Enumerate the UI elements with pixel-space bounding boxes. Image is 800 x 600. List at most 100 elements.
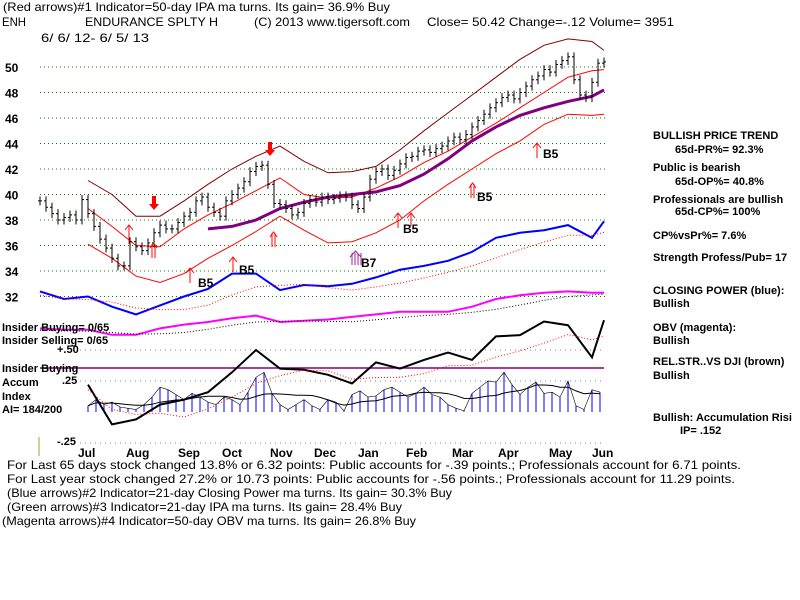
- price-bar: [482, 109, 486, 126]
- price-bar: [338, 191, 342, 203]
- y-tick-label: 42: [5, 163, 19, 177]
- red-up-arrow-icon: [149, 242, 158, 258]
- price-bar: [188, 207, 192, 221]
- price-bar: [206, 192, 210, 212]
- red-down-arrow-icon: [149, 196, 159, 210]
- index-label: Index: [2, 391, 32, 403]
- series-lines: [39, 38, 605, 426]
- signal-b5: B5: [239, 263, 255, 277]
- price-bar: [122, 261, 126, 271]
- price-bar: [218, 207, 222, 221]
- price-bar: [266, 160, 270, 189]
- price-bar: [50, 202, 54, 219]
- signal-b5: B5: [477, 190, 493, 204]
- accum-label: Bullish: Accumulation Risi: [653, 412, 792, 424]
- closing-power-state: Bullish: [653, 298, 690, 310]
- price-bar: [446, 136, 450, 151]
- price-bar: [296, 207, 300, 220]
- price-bar: [146, 238, 150, 256]
- x-tick-label: Apr: [498, 446, 519, 460]
- accum-label: Accum: [2, 377, 39, 389]
- obv-ma-line: [39, 293, 605, 335]
- price-bar: [80, 195, 84, 225]
- price-bar: [440, 141, 444, 154]
- price-bar: [248, 167, 252, 187]
- y-tick-label: 34: [5, 265, 19, 279]
- y-tick-label: 44: [5, 138, 19, 152]
- price-bar: [548, 65, 552, 77]
- price-bar: [176, 218, 180, 234]
- tick-plus-50: +.50: [57, 344, 79, 356]
- price-bar: [524, 81, 528, 97]
- closing-power-label: CLOSING POWER (blue):: [653, 285, 784, 297]
- signal-b5: B5: [403, 222, 419, 236]
- price-bar: [308, 195, 312, 208]
- upper-band-line: [87, 38, 605, 217]
- price-bar: [470, 122, 474, 140]
- cpvspr-value: CP%vsPr%= 7.6%: [653, 230, 746, 242]
- price-bar: [566, 52, 570, 66]
- price-bar: [512, 90, 516, 104]
- red-up-arrow-icon: [269, 231, 278, 247]
- right-panel: BULLISH PRICE TREND 65d-PR%= 92.3% Publi…: [653, 130, 792, 437]
- x-tick-label: Aug: [126, 446, 149, 460]
- lower-band-line: [87, 113, 605, 284]
- price-bar: [110, 243, 114, 263]
- price-bar: [260, 160, 264, 171]
- date-range: 6/ 6/ 12- 6/ 5/ 13: [41, 31, 149, 45]
- x-tick-label: Nov: [270, 446, 293, 460]
- price-bar: [86, 195, 90, 219]
- price-bar: [368, 174, 372, 202]
- accum-histogram: [87, 371, 601, 412]
- x-axis-ticks: Jul Aug Sep Oct Nov Dec Jan Feb Mar Apr May Jun: [78, 446, 613, 460]
- x-tick-label: Oct: [222, 446, 242, 460]
- y-tick-label: 50: [5, 61, 19, 75]
- price-bar: [332, 193, 336, 205]
- strength-value: Strength Profess/Pub= 17: [653, 252, 787, 264]
- red-up-arrow-icon: [406, 212, 416, 226]
- price-bar: [362, 192, 366, 213]
- price-bar: [158, 220, 162, 238]
- insider-buying-count: Insider Buying= 0/65: [2, 322, 109, 334]
- price-bar: [398, 159, 402, 175]
- price-bar: [410, 151, 414, 162]
- ai-value: AI= 184/200: [2, 404, 62, 416]
- price-bar: [590, 77, 594, 103]
- price-bar: [224, 196, 228, 221]
- price-bar: [92, 209, 96, 231]
- red-down-arrow-icon: [265, 142, 275, 156]
- price-bar: [134, 237, 138, 252]
- mid-band-line: [87, 69, 605, 248]
- x-tick-label: Sep: [178, 446, 200, 460]
- price-bar: [278, 198, 282, 210]
- tick-minus-25: -.25: [57, 436, 76, 448]
- price-bar: [422, 145, 426, 156]
- symbol: ENH: [2, 15, 26, 29]
- price-bar: [68, 210, 72, 222]
- price-bar: [584, 90, 588, 103]
- indicator-1-text: (Red arrows)#1 Indicator=50-day IPA ma t…: [3, 0, 390, 14]
- price-bar: [242, 177, 246, 193]
- rel-strength-line: [87, 319, 605, 426]
- y-tick-label: 32: [5, 291, 19, 305]
- relstr-label: REL.STR..VS DJI (brown): [653, 356, 785, 368]
- y-tick-label: 40: [5, 189, 19, 203]
- price-bar: [350, 192, 354, 210]
- copyright: (C) 2013 www.tigersoft.com: [254, 15, 410, 29]
- price-bar: [356, 200, 360, 213]
- red-up-arrow-icon: [468, 182, 477, 198]
- price-bar: [596, 58, 600, 87]
- price-bar: [56, 209, 60, 225]
- price-bar: [536, 71, 540, 85]
- price-bar: [104, 234, 108, 253]
- price-bar: [530, 75, 534, 91]
- obv-label: OBV (magenta):: [653, 322, 736, 334]
- company-name: ENDURANCE SPLTY H: [85, 15, 218, 29]
- red-up-arrow-icon: [124, 224, 134, 244]
- price-bar: [128, 237, 132, 271]
- price-bar: [602, 57, 606, 68]
- price-bar: [254, 161, 258, 177]
- price-bar: [488, 103, 492, 119]
- x-tick-label: May: [549, 446, 573, 460]
